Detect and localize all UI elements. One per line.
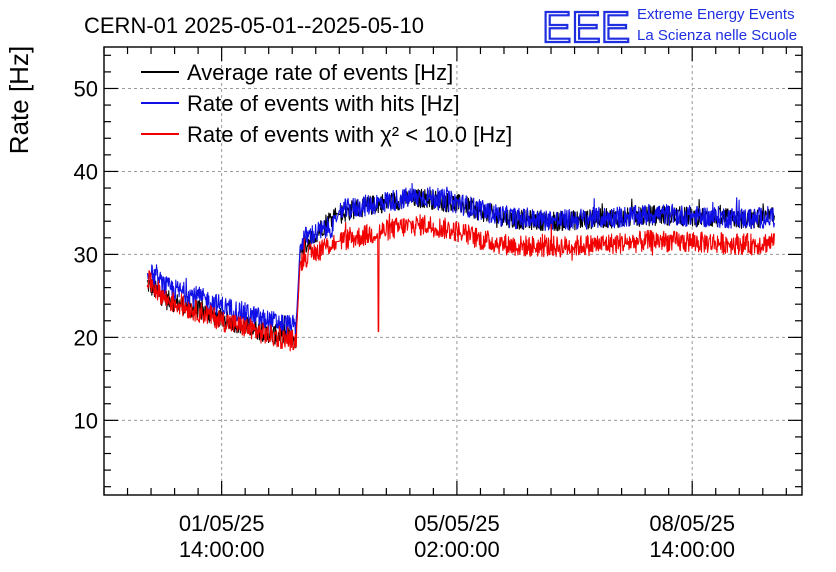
y-tick-labels: 10 20 30 40 50: [74, 76, 98, 433]
logo-line-la-scienza: La Scienza nelle Scuole: [637, 27, 797, 44]
x-tick-label-time-1: 02:00:00: [414, 537, 500, 562]
series-line-hits-rate: [146, 182, 775, 337]
chart-title: CERN-01 2025-05-01--2025-05-10: [84, 13, 424, 38]
y-axis-label: Rate [Hz]: [4, 46, 34, 154]
axes: [103, 46, 803, 496]
x-tick-label-date-0: 01/05/25: [179, 511, 265, 536]
x-tick-label-date-2: 08/05/25: [649, 511, 735, 536]
y-tick-label-30: 30: [74, 242, 98, 267]
series-line-chi2-rate: [146, 213, 775, 352]
eee-logo-mark: EEE: [542, 3, 630, 52]
y-tick-label-10: 10: [74, 408, 98, 433]
legend-label-chi2-rate: Rate of events with χ² < 10.0 [Hz]: [187, 122, 512, 147]
legend-label-hits-rate: Rate of events with hits [Hz]: [187, 91, 460, 116]
eee-logo: EEE Extreme Energy Events La Scienza nel…: [541, 2, 797, 53]
y-tick-label-50: 50: [74, 76, 98, 101]
y-tick-label-20: 20: [74, 325, 98, 350]
legend: Average rate of events [Hz] Rate of even…: [141, 60, 512, 147]
x-tick-label-date-1: 05/05/25: [414, 511, 500, 536]
legend-label-average-rate: Average rate of events [Hz]: [187, 60, 453, 85]
series-layer: [146, 182, 775, 352]
logo-line-extreme-energy-events: Extreme Energy Events: [637, 6, 795, 23]
x-tick-label-time-2: 14:00:00: [649, 537, 735, 562]
x-tick-labels: 01/05/2514:00:0005/05/2502:00:0008/05/25…: [179, 511, 735, 562]
x-tick-label-time-0: 14:00:00: [179, 537, 265, 562]
grid-lines: [104, 47, 802, 495]
y-tick-label-40: 40: [74, 159, 98, 184]
